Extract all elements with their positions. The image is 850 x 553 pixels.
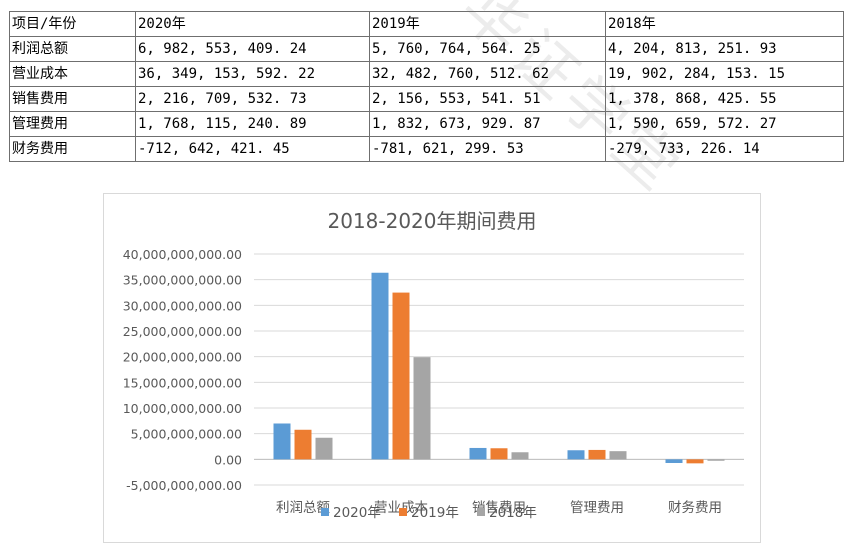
legend-label: 2018年 [489,505,537,521]
bar [567,450,585,460]
bar [707,459,725,461]
table-row-label: 营业成本 [9,61,136,87]
legend-label: 2020年 [333,505,381,521]
table-header-row: 项目/年份 2020年 2019年 2018年 [9,11,844,37]
table-cell: -279, 733, 226. 14 [605,136,844,162]
y-tick-label: 40,000,000,000.00 [123,247,242,262]
y-tick-label: 20,000,000,000.00 [123,350,242,365]
table-cell: 32, 482, 760, 512. 62 [369,61,606,87]
table-cell: 19, 902, 284, 153. 15 [605,61,844,87]
bar-chart: 2018-2020年期间费用 -5,000,000,000.00 0.00 5,00… [123,209,744,521]
x-tick-label: 利润总额 [276,500,330,516]
table-row: 管理费用 1, 768, 115, 240. 89 1, 832, 673, 929… [9,111,844,137]
y-tick-label: 10,000,000,000.00 [123,401,242,416]
table-cell: 1, 378, 868, 425. 55 [605,86,844,112]
table-header-cell: 2020年 [135,11,370,37]
bar [294,429,312,460]
bar [469,447,487,460]
x-tick-label: 财务费用 [668,500,722,516]
table-cell: 1, 768, 115, 240. 89 [135,111,370,137]
bar [686,459,704,464]
y-tick-label: -5,000,000,000.00 [126,478,242,493]
bar [665,459,683,463]
table-cell: 2, 216, 709, 532. 73 [135,86,370,112]
table-header-cell: 2019年 [369,11,606,37]
table-row-label: 管理费用 [9,111,136,137]
chart-title: 2018-2020年期间费用 [327,209,536,233]
legend-label: 2019年 [411,505,459,521]
y-tick-label: 15,000,000,000.00 [123,375,242,390]
table-cell: 5, 760, 764, 564. 25 [369,36,606,62]
table-row-label: 财务费用 [9,136,136,162]
table-cell: 2, 156, 553, 541. 51 [369,86,606,112]
table-row-label: 销售费用 [9,86,136,112]
table-cell: 1, 832, 673, 929. 87 [369,111,606,137]
bar [511,452,529,460]
bar [392,292,410,460]
table-header-cell: 2018年 [605,11,844,37]
x-tick-label: 管理费用 [570,500,624,516]
table-cell: 4, 204, 813, 251. 93 [605,36,844,62]
bar [413,357,431,460]
table-row: 销售费用 2, 216, 709, 532. 73 2, 156, 553, 541… [9,86,844,112]
chart-frame: 2018-2020年期间费用 -5,000,000,000.00 0.00 5,00… [103,193,761,543]
table-cell: 36, 349, 153, 592. 22 [135,61,370,87]
table-row: 利润总额 6, 982, 553, 409. 24 5, 760, 764, 564… [9,36,844,62]
bar [273,423,291,460]
y-tick-label: 25,000,000,000.00 [123,324,242,339]
bar [609,451,627,460]
bar [490,448,508,460]
financial-table: 项目/年份 2020年 2019年 2018年 利润总额 6, 982, 553, 409… [9,11,844,162]
table-cell: 6, 982, 553, 409. 24 [135,36,370,62]
legend-swatch [399,508,407,516]
table-cell: -712, 642, 421. 45 [135,136,370,162]
legend-swatch [477,508,485,516]
x-tick-label: 销售费用 [472,500,526,516]
table-cell: -781, 621, 299. 53 [369,136,606,162]
table-row: 财务费用 -712, 642, 421. 45 -781, 621, 299. 53… [9,136,844,162]
table-row-label: 利润总额 [9,36,136,62]
bar [371,272,389,460]
y-tick-label: 35,000,000,000.00 [123,273,242,288]
bar [588,449,606,460]
bar [315,437,333,460]
table-row: 营业成本 36, 349, 153, 592. 22 32, 482, 760, 5… [9,61,844,87]
y-tick-label: 0.00 [214,452,242,467]
table-cell: 1, 590, 659, 572. 27 [605,111,844,137]
y-tick-label: 30,000,000,000.00 [123,298,242,313]
table-header-cell: 项目/年份 [9,11,136,37]
y-tick-label: 5,000,000,000.00 [131,427,242,442]
legend-swatch [321,508,329,516]
